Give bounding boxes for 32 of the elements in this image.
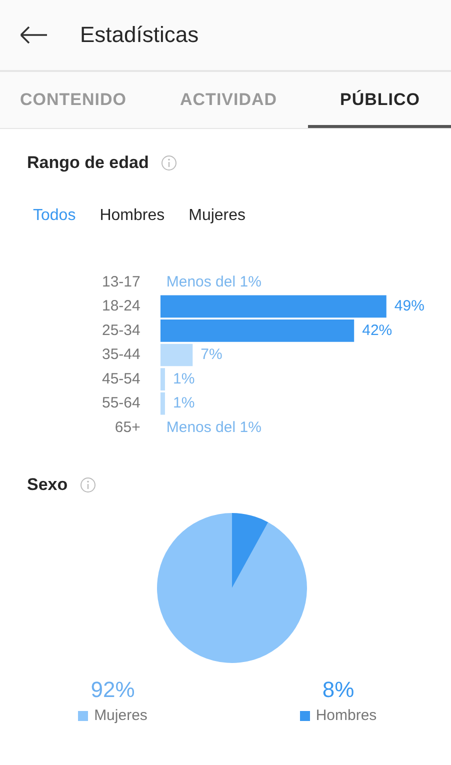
chart-title: Sexo: [27, 475, 68, 495]
y-tick-label: 13-17: [102, 273, 140, 290]
text: Estadísticas: [80, 22, 199, 48]
data-label: 92%: [90, 677, 136, 703]
text: Mujeres: [188, 207, 246, 225]
legend-label: Hombres: [316, 707, 377, 724]
text: Menos del 1%: [166, 273, 262, 290]
legend-label: Mujeres: [94, 707, 148, 724]
text: ACTIVIDAD: [180, 90, 278, 110]
bar: [160, 344, 193, 366]
y-tick-label: 25-34: [102, 322, 140, 339]
data-label: 1%: [172, 370, 195, 388]
y-tick-label: 45-54: [102, 370, 140, 388]
bar: [160, 295, 386, 318]
text: Todos: [33, 207, 76, 225]
data-label: 42%: [362, 322, 392, 339]
bar: [160, 320, 354, 342]
y-tick-label: 35-44: [102, 346, 140, 364]
y-tick-label: 18-24: [102, 298, 140, 315]
chart-title: Rango de edad: [27, 153, 149, 173]
text: Hombres: [100, 207, 165, 225]
data-label: 8%: [321, 677, 356, 703]
text: PÚBLICO: [339, 90, 421, 110]
y-tick-label: 55-64: [102, 394, 140, 412]
data-label: 49%: [394, 298, 424, 315]
text: CONTENIDO: [20, 90, 126, 110]
data-label: 7%: [200, 346, 222, 364]
bar: [160, 392, 165, 415]
bar: [160, 368, 165, 390]
text: Menos del 1%: [166, 419, 262, 436]
data-label: 1%: [172, 394, 195, 412]
y-tick-label: 65+: [114, 419, 141, 436]
